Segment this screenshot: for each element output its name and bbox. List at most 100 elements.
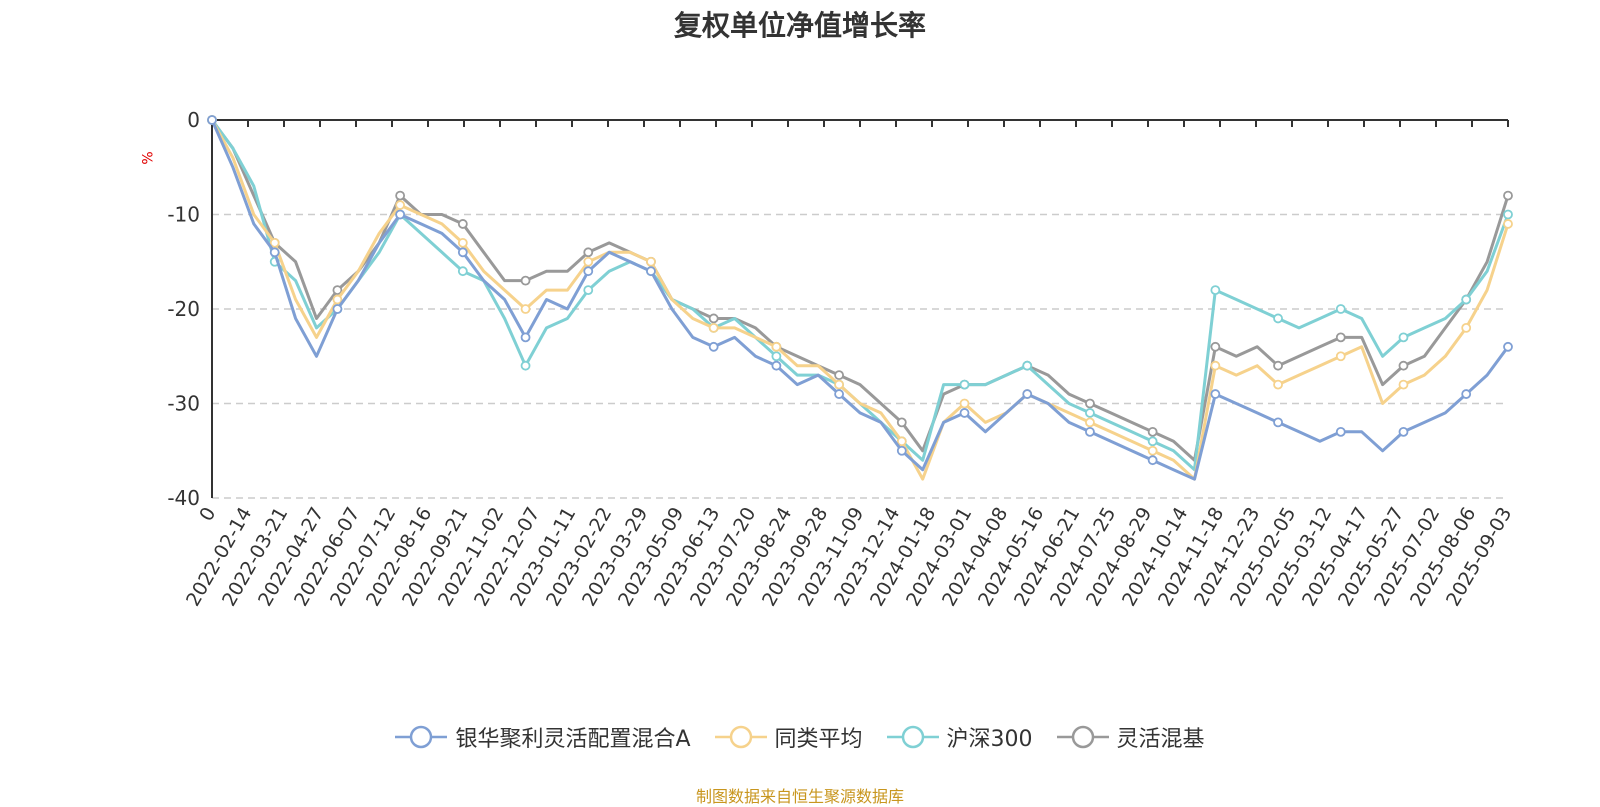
series-point-1 bbox=[959, 398, 970, 409]
chart-title: 复权单位净值增长率 bbox=[673, 9, 926, 42]
series-point-2 bbox=[1022, 360, 1033, 371]
series-point-0 bbox=[457, 247, 468, 258]
series-point-1 bbox=[646, 256, 656, 267]
series-point-0 bbox=[207, 115, 217, 125]
legend-item-3[interactable]: 灵活混基 bbox=[1056, 721, 1205, 753]
series-point-0 bbox=[1022, 389, 1033, 399]
legend-label: 沪深300 bbox=[946, 727, 1033, 752]
source-note: 制图数据来自恒生聚源数据库 bbox=[695, 787, 904, 806]
series-point-2 bbox=[1273, 313, 1283, 324]
series-point-1 bbox=[771, 341, 782, 352]
legend-item-2[interactable]: 沪深300 bbox=[886, 721, 1033, 753]
x-tick-label: 0 bbox=[195, 504, 220, 525]
series-point-0 bbox=[583, 266, 594, 277]
series-point-3 bbox=[583, 247, 594, 258]
series-point-0 bbox=[1147, 455, 1158, 466]
series-point-1 bbox=[834, 379, 844, 390]
line-chart: 0-10-20-30-4002022-02-142022-03-212022-0… bbox=[167, 108, 1516, 610]
series-point-3 bbox=[1147, 426, 1158, 437]
series-point-0 bbox=[1335, 426, 1346, 437]
series-point-0 bbox=[269, 247, 280, 258]
series-point-1 bbox=[1085, 417, 1095, 428]
grid-lines bbox=[212, 213, 1508, 499]
legend-item-1[interactable]: 同类平均 bbox=[714, 721, 863, 753]
legend-marker-icon bbox=[886, 725, 939, 749]
series-point-3 bbox=[457, 219, 468, 229]
legend: 银华聚利灵活配置混合A 同类平均 沪深300 灵活混基 bbox=[0, 722, 1600, 752]
y-tick-label: -20 bbox=[167, 297, 200, 321]
y-tick-label: -10 bbox=[167, 203, 200, 227]
series-point-1 bbox=[583, 256, 594, 267]
series-point-3 bbox=[1210, 341, 1221, 352]
series-point-1 bbox=[269, 237, 280, 248]
series-point-3 bbox=[708, 313, 719, 324]
series-point-1 bbox=[708, 322, 719, 333]
series-point-2 bbox=[1461, 294, 1472, 305]
series-point-1 bbox=[1503, 219, 1513, 229]
series-point-0 bbox=[959, 408, 970, 418]
series-point-0 bbox=[1273, 417, 1283, 428]
series-point-0 bbox=[395, 209, 406, 220]
series-point-3 bbox=[332, 285, 343, 296]
y-tick-label: 0 bbox=[187, 108, 200, 132]
series-point-3 bbox=[395, 190, 406, 201]
tick-labels: 0-10-20-30-4002022-02-142022-03-212022-0… bbox=[167, 108, 1516, 610]
series-point-0 bbox=[771, 360, 782, 371]
series-point-1 bbox=[1461, 322, 1472, 333]
y-tick-label: -30 bbox=[167, 392, 200, 416]
series-point-0 bbox=[646, 266, 656, 277]
y-tick-label: -40 bbox=[167, 486, 200, 510]
series-point-1 bbox=[1273, 379, 1283, 390]
series-line-0 bbox=[210, 119, 1510, 481]
series-point-1 bbox=[332, 294, 343, 305]
series-point-2 bbox=[457, 266, 468, 277]
legend-item-0[interactable]: 银华聚利灵活配置混合A bbox=[395, 721, 691, 753]
series-point-0 bbox=[1085, 426, 1095, 437]
series-point-3 bbox=[1273, 360, 1283, 371]
legend-marker-icon bbox=[395, 725, 448, 749]
series-point-1 bbox=[1210, 360, 1221, 371]
series-point-2 bbox=[959, 379, 970, 390]
legend-marker-icon bbox=[1056, 725, 1109, 749]
legend-label: 银华聚利灵活配置混合A bbox=[455, 727, 691, 752]
series-lines bbox=[207, 115, 1513, 481]
series-point-3 bbox=[1398, 360, 1409, 371]
series-point-3 bbox=[520, 275, 531, 286]
series-point-1 bbox=[1335, 351, 1346, 362]
series-point-1 bbox=[395, 200, 406, 210]
series-point-0 bbox=[1398, 426, 1409, 437]
series-point-0 bbox=[1210, 389, 1221, 399]
series-point-0 bbox=[896, 445, 907, 456]
series-point-0 bbox=[332, 304, 343, 314]
series-point-3 bbox=[834, 370, 844, 381]
series-point-2 bbox=[1147, 436, 1158, 447]
series-point-1 bbox=[520, 304, 531, 314]
series-point-0 bbox=[520, 332, 531, 343]
series-point-1 bbox=[896, 436, 907, 447]
series-point-2 bbox=[1398, 332, 1409, 343]
series-point-0 bbox=[708, 341, 719, 352]
series-point-3 bbox=[1085, 398, 1095, 409]
series-point-3 bbox=[1503, 190, 1513, 201]
series-point-2 bbox=[520, 360, 531, 371]
series-point-1 bbox=[1147, 445, 1158, 456]
series-point-2 bbox=[771, 351, 782, 362]
series-line-1 bbox=[210, 119, 1510, 481]
series-point-2 bbox=[1335, 304, 1346, 314]
series-point-2 bbox=[1503, 209, 1513, 220]
legend-marker-icon bbox=[714, 725, 767, 749]
series-point-0 bbox=[1461, 389, 1472, 399]
series-point-2 bbox=[583, 285, 594, 296]
legend-label: 灵活混基 bbox=[1116, 727, 1205, 752]
series-line-2 bbox=[210, 119, 1510, 472]
series-point-2 bbox=[1085, 408, 1095, 418]
series-point-1 bbox=[457, 237, 468, 248]
series-point-3 bbox=[1335, 332, 1346, 343]
series-point-2 bbox=[1210, 285, 1221, 296]
series-point-1 bbox=[1398, 379, 1409, 390]
series-point-0 bbox=[1503, 341, 1513, 352]
series-line-3 bbox=[210, 119, 1510, 462]
series-point-3 bbox=[896, 417, 907, 428]
axes bbox=[211, 119, 1509, 498]
series-point-0 bbox=[834, 389, 844, 399]
